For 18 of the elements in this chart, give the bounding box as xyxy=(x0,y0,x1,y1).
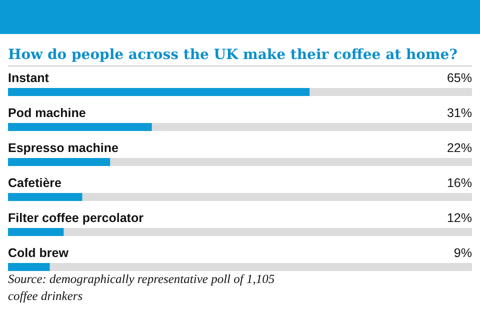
data-label: 16% xyxy=(446,176,472,190)
chart-title: How do people across the UK make their coffee at home? xyxy=(8,47,458,63)
bar xyxy=(8,228,64,236)
bar xyxy=(8,263,50,271)
data-label: 65% xyxy=(446,71,472,85)
data-label: 31% xyxy=(446,106,472,120)
bar xyxy=(8,158,110,166)
data-label: 9% xyxy=(454,246,472,260)
data-label: 22% xyxy=(446,141,472,155)
y-tick-label: Instant xyxy=(8,71,50,85)
annotation: Source: demographically representative poll of 1,105 coffee drinkers xyxy=(8,272,275,303)
y-tick-label: Cafetière xyxy=(8,176,62,190)
y-tick-label: Espresso machine xyxy=(8,141,119,155)
bar xyxy=(8,193,82,201)
y-tick-label: Cold brew xyxy=(8,246,69,260)
data-label: 12% xyxy=(446,211,472,225)
y-tick-label: Pod machine xyxy=(8,106,86,120)
y-tick-label: Filter coffee percolator xyxy=(8,211,144,225)
